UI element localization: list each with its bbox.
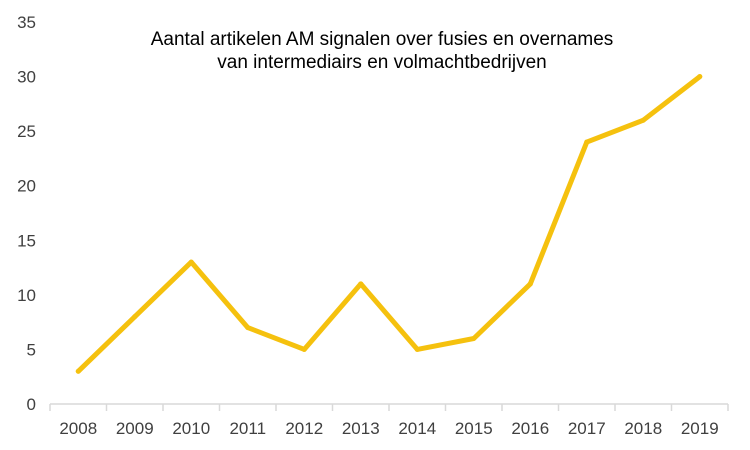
- series-layer: [75, 74, 703, 374]
- x-tick-label: 2012: [285, 419, 323, 438]
- y-tick-label: 10: [17, 286, 36, 305]
- chart-title-line-1: Aantal artikelen AM signalen over fusies…: [151, 29, 614, 50]
- x-axis: 2008 2009 2010 2011 2012 2013 2014 2015 2016 2017…: [49, 403, 729, 438]
- chart-title-line-2: van intermediairs en volmachtbedrijven: [217, 52, 547, 73]
- data-point: [132, 314, 138, 320]
- data-point: [471, 336, 477, 342]
- x-tick-label: 2019: [681, 419, 719, 438]
- y-tick-label: 0: [27, 395, 36, 414]
- y-tick-label: 20: [17, 177, 36, 196]
- data-point: [358, 281, 364, 287]
- y-axis: 0 5 10 15 20 25 30 35: [17, 13, 36, 414]
- x-tick-label: 2015: [455, 419, 493, 438]
- x-tick-label: 2017: [568, 419, 606, 438]
- x-tick-label: 2014: [398, 419, 436, 438]
- data-point: [414, 346, 420, 352]
- data-point: [245, 325, 251, 331]
- x-tick-label: 2016: [511, 419, 549, 438]
- x-tick-label: 2011: [229, 419, 266, 438]
- chart-title: Aantal artikelen AM signalen over fusies…: [151, 29, 614, 73]
- data-point: [584, 139, 590, 145]
- data-point: [527, 281, 533, 287]
- y-tick-label: 35: [17, 13, 36, 32]
- x-tick-label: 2010: [172, 419, 210, 438]
- x-tick-label: 2008: [59, 419, 97, 438]
- y-tick-label: 15: [17, 231, 36, 250]
- data-point: [697, 74, 703, 80]
- series-line: [75, 74, 703, 374]
- y-tick-label: 5: [27, 340, 36, 359]
- y-tick-label: 25: [17, 122, 36, 141]
- x-tick-label: 2013: [342, 419, 380, 438]
- data-point: [640, 117, 646, 123]
- x-tick-label: 2009: [116, 419, 154, 438]
- x-tick-label: 2018: [624, 419, 662, 438]
- data-point: [75, 368, 81, 374]
- data-point: [188, 259, 194, 265]
- data-point: [301, 346, 307, 352]
- y-tick-label: 30: [17, 68, 36, 87]
